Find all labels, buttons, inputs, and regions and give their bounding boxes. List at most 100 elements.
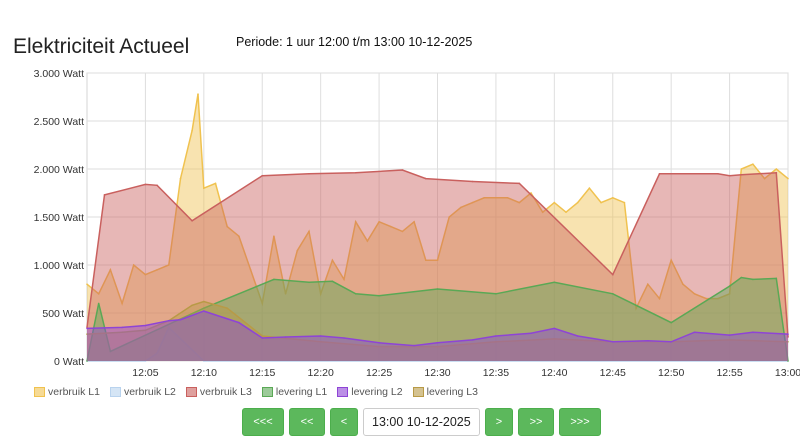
data-point <box>191 220 193 222</box>
legend-item-verbruik-l1[interactable]: verbruik L1 <box>34 386 100 398</box>
data-point <box>623 201 626 204</box>
data-point <box>728 285 731 287</box>
back-more-button[interactable]: << <box>289 408 325 436</box>
data-point <box>284 336 287 338</box>
data-point <box>448 216 451 218</box>
data-point <box>612 273 614 276</box>
data-point <box>144 324 147 327</box>
data-point <box>179 318 182 321</box>
data-point <box>168 319 170 322</box>
last-button[interactable]: >>> <box>559 408 601 436</box>
data-point <box>144 360 147 362</box>
data-point <box>273 278 275 281</box>
data-point <box>787 360 789 362</box>
period-label: Periode: 1 uur 12:00 t/m 13:00 10-12-202… <box>236 35 473 49</box>
data-point <box>238 235 240 237</box>
data-point <box>109 269 112 271</box>
x-tick-label: 12:35 <box>483 367 509 379</box>
x-tick-label: 12:15 <box>249 367 275 379</box>
first-button[interactable]: <<< <box>242 408 284 436</box>
data-point <box>763 177 766 180</box>
data-point <box>366 240 369 242</box>
data-point <box>319 293 322 295</box>
forward-button[interactable]: > <box>485 408 513 436</box>
y-tick-label: 3.000 Watt <box>34 68 84 80</box>
date-input[interactable] <box>363 408 480 436</box>
x-tick-label: 13:00 <box>775 367 800 379</box>
data-point <box>553 338 556 340</box>
x-tick-label: 12:40 <box>541 367 567 379</box>
data-point <box>717 173 719 175</box>
data-point <box>343 337 345 339</box>
data-point <box>740 276 743 279</box>
chart-grid <box>86 72 789 362</box>
data-point <box>296 249 299 252</box>
legend-label: levering L3 <box>426 386 478 398</box>
data-point <box>261 174 264 177</box>
data-point <box>600 201 602 204</box>
power-chart: 0 Watt 500 Watt 1.000 Watt 1.500 Watt 2.000 … <box>34 68 800 379</box>
legend-item-levering-l3[interactable]: levering L3 <box>412 386 478 398</box>
legend-swatch <box>185 387 197 397</box>
x-tick-label: 12:45 <box>600 367 626 379</box>
data-point <box>168 264 170 266</box>
y-tick-label: 2.000 Watt <box>34 164 84 176</box>
x-tick-label: 12:20 <box>308 367 334 379</box>
legend-item-levering-l2[interactable]: levering L2 <box>337 386 403 398</box>
y-tick-label: 2.500 Watt <box>34 116 84 128</box>
data-point <box>553 201 556 204</box>
legend-item-verbruik-l2[interactable]: verbruik L2 <box>109 386 176 398</box>
legend-label: verbruik L1 <box>48 386 100 398</box>
data-point <box>612 293 614 295</box>
data-point <box>203 187 205 189</box>
data-point <box>752 163 754 165</box>
x-tick-label: 12:55 <box>716 367 742 379</box>
data-point <box>156 269 158 271</box>
legend-label: verbruik L3 <box>199 386 252 398</box>
data-point <box>97 302 100 305</box>
x-tick-label: 12:30 <box>424 367 450 379</box>
data-point <box>541 211 544 213</box>
data-point <box>693 331 696 334</box>
data-point <box>401 169 404 171</box>
data-point <box>378 221 380 223</box>
data-point <box>740 168 743 170</box>
data-point <box>413 221 415 223</box>
data-point <box>86 283 88 286</box>
data-point <box>86 327 88 330</box>
data-point <box>86 333 88 335</box>
data-point <box>506 197 509 199</box>
data-point <box>752 331 754 334</box>
data-point <box>717 297 719 300</box>
legend-item-verbruik-l3[interactable]: verbruik L3 <box>185 386 252 398</box>
back-button[interactable]: < <box>330 408 358 436</box>
forward-more-button[interactable]: >> <box>518 408 554 436</box>
data-point <box>460 206 462 209</box>
data-point <box>658 297 661 300</box>
x-tick-label: 12:05 <box>132 367 158 379</box>
legend-item-levering-l1[interactable]: levering L1 <box>261 386 327 398</box>
x-tick-label: 12:10 <box>191 367 217 379</box>
data-point <box>471 201 474 204</box>
data-point <box>226 307 228 310</box>
data-point <box>331 259 334 262</box>
data-point <box>705 297 707 300</box>
data-point <box>670 341 672 343</box>
series-area-verbruik-l3 <box>87 170 788 361</box>
y-tick-label: 1.500 Watt <box>34 212 84 224</box>
data-point <box>693 293 696 295</box>
data-point <box>425 177 427 180</box>
legend-label: verbruik L2 <box>123 386 176 398</box>
series-area-levering-l1 <box>87 277 788 361</box>
data-point <box>612 341 614 343</box>
data-point <box>530 332 532 335</box>
chart-series <box>86 93 789 362</box>
data-point <box>132 264 135 266</box>
x-tick-label: 12:50 <box>658 367 684 379</box>
data-point <box>354 172 357 174</box>
data-point <box>471 339 474 341</box>
data-point <box>261 335 264 337</box>
data-point <box>787 177 789 180</box>
data-point <box>483 197 486 199</box>
data-point <box>144 183 147 186</box>
